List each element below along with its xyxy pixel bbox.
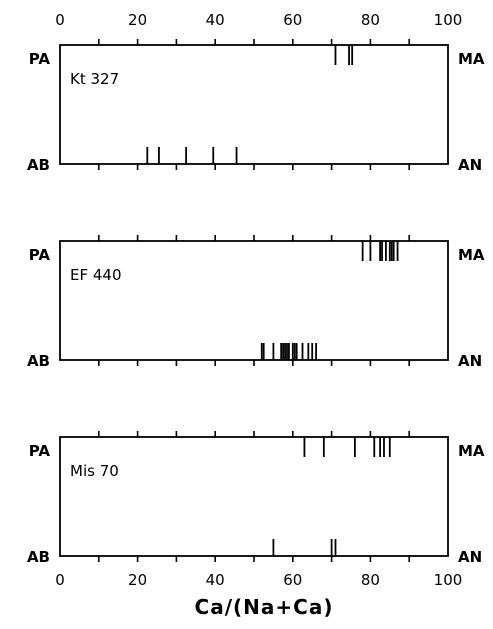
- top-tick-label: 20: [128, 11, 147, 29]
- end-label-bottom-right: AN: [458, 548, 482, 566]
- end-label-top-left: PA: [29, 442, 51, 460]
- end-label-bottom-left: AB: [27, 352, 50, 370]
- end-label-top-right: MA: [458, 246, 485, 264]
- end-label-top-left: PA: [29, 50, 51, 68]
- panel-label: Mis 70: [70, 462, 119, 480]
- bottom-axis-tick-labels: 0 20 40 60 80 100: [55, 571, 462, 589]
- bottom-tick-label: 60: [283, 571, 302, 589]
- end-label-top-right: MA: [458, 50, 485, 68]
- bottom-tick-label: 0: [55, 571, 65, 589]
- bottom-tick-label: 100: [434, 571, 463, 589]
- x-axis-title: Ca/(Na+Ca): [195, 595, 334, 619]
- panel-2: PA MA AB AN EF 440: [27, 235, 485, 370]
- panel-label: EF 440: [70, 266, 122, 284]
- panels-group: PA MA AB AN Kt 327 PA MA AB AN EF 440 PA MA AB AN Mis …: [27, 39, 485, 566]
- top-tick-label: 40: [206, 11, 225, 29]
- bottom-tick-label: 20: [128, 571, 147, 589]
- top-tick-label: 80: [361, 11, 380, 29]
- bottom-tick-label: 80: [361, 571, 380, 589]
- top-tick-label: 0: [55, 11, 65, 29]
- top-tick-label: 60: [283, 11, 302, 29]
- panel-1: PA MA AB AN Kt 327: [27, 39, 485, 174]
- end-label-top-right: MA: [458, 442, 485, 460]
- end-label-bottom-right: AN: [458, 352, 482, 370]
- end-label-bottom-right: AN: [458, 156, 482, 174]
- top-axis-tick-labels: 0 20 40 60 80 100: [55, 11, 462, 29]
- panel-frame: [59, 44, 449, 165]
- panel-label: Kt 327: [70, 70, 119, 88]
- panel-3: PA MA AB AN Mis 70: [27, 431, 485, 566]
- bottom-tick-label: 40: [206, 571, 225, 589]
- end-label-bottom-left: AB: [27, 156, 50, 174]
- end-label-bottom-left: AB: [27, 548, 50, 566]
- top-tick-label: 100: [434, 11, 463, 29]
- end-label-top-left: PA: [29, 246, 51, 264]
